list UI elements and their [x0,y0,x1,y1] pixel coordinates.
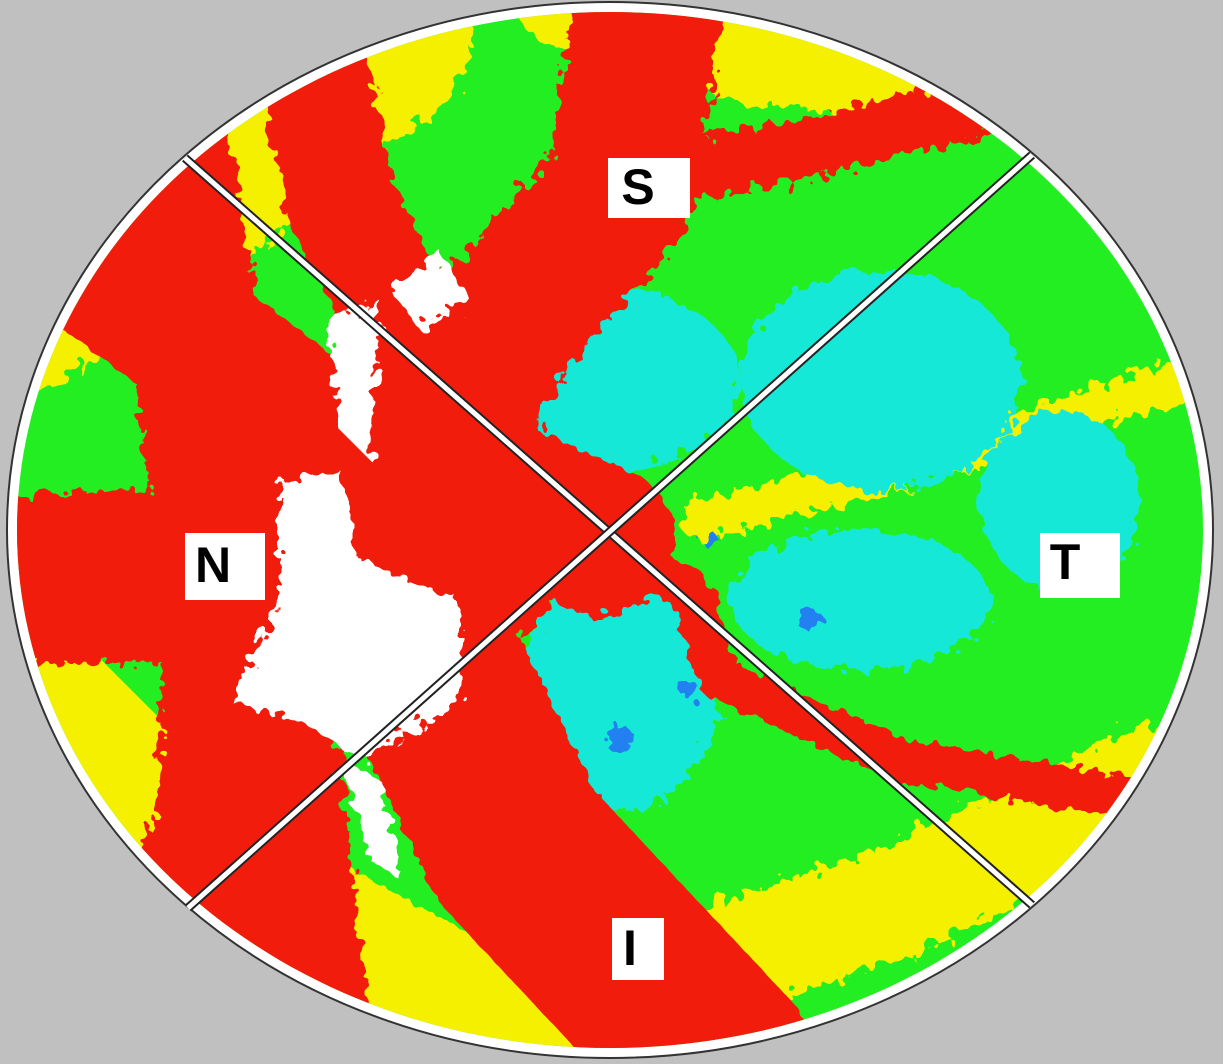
sector-label: I [623,920,637,976]
sector-label: S [621,159,654,215]
label-box [1040,533,1120,598]
sector-dividers [182,151,1035,912]
sector-label: N [195,537,231,593]
sector-label: T [1050,534,1081,590]
label-box [608,158,690,218]
label-box [612,918,664,980]
label-box [185,533,265,600]
